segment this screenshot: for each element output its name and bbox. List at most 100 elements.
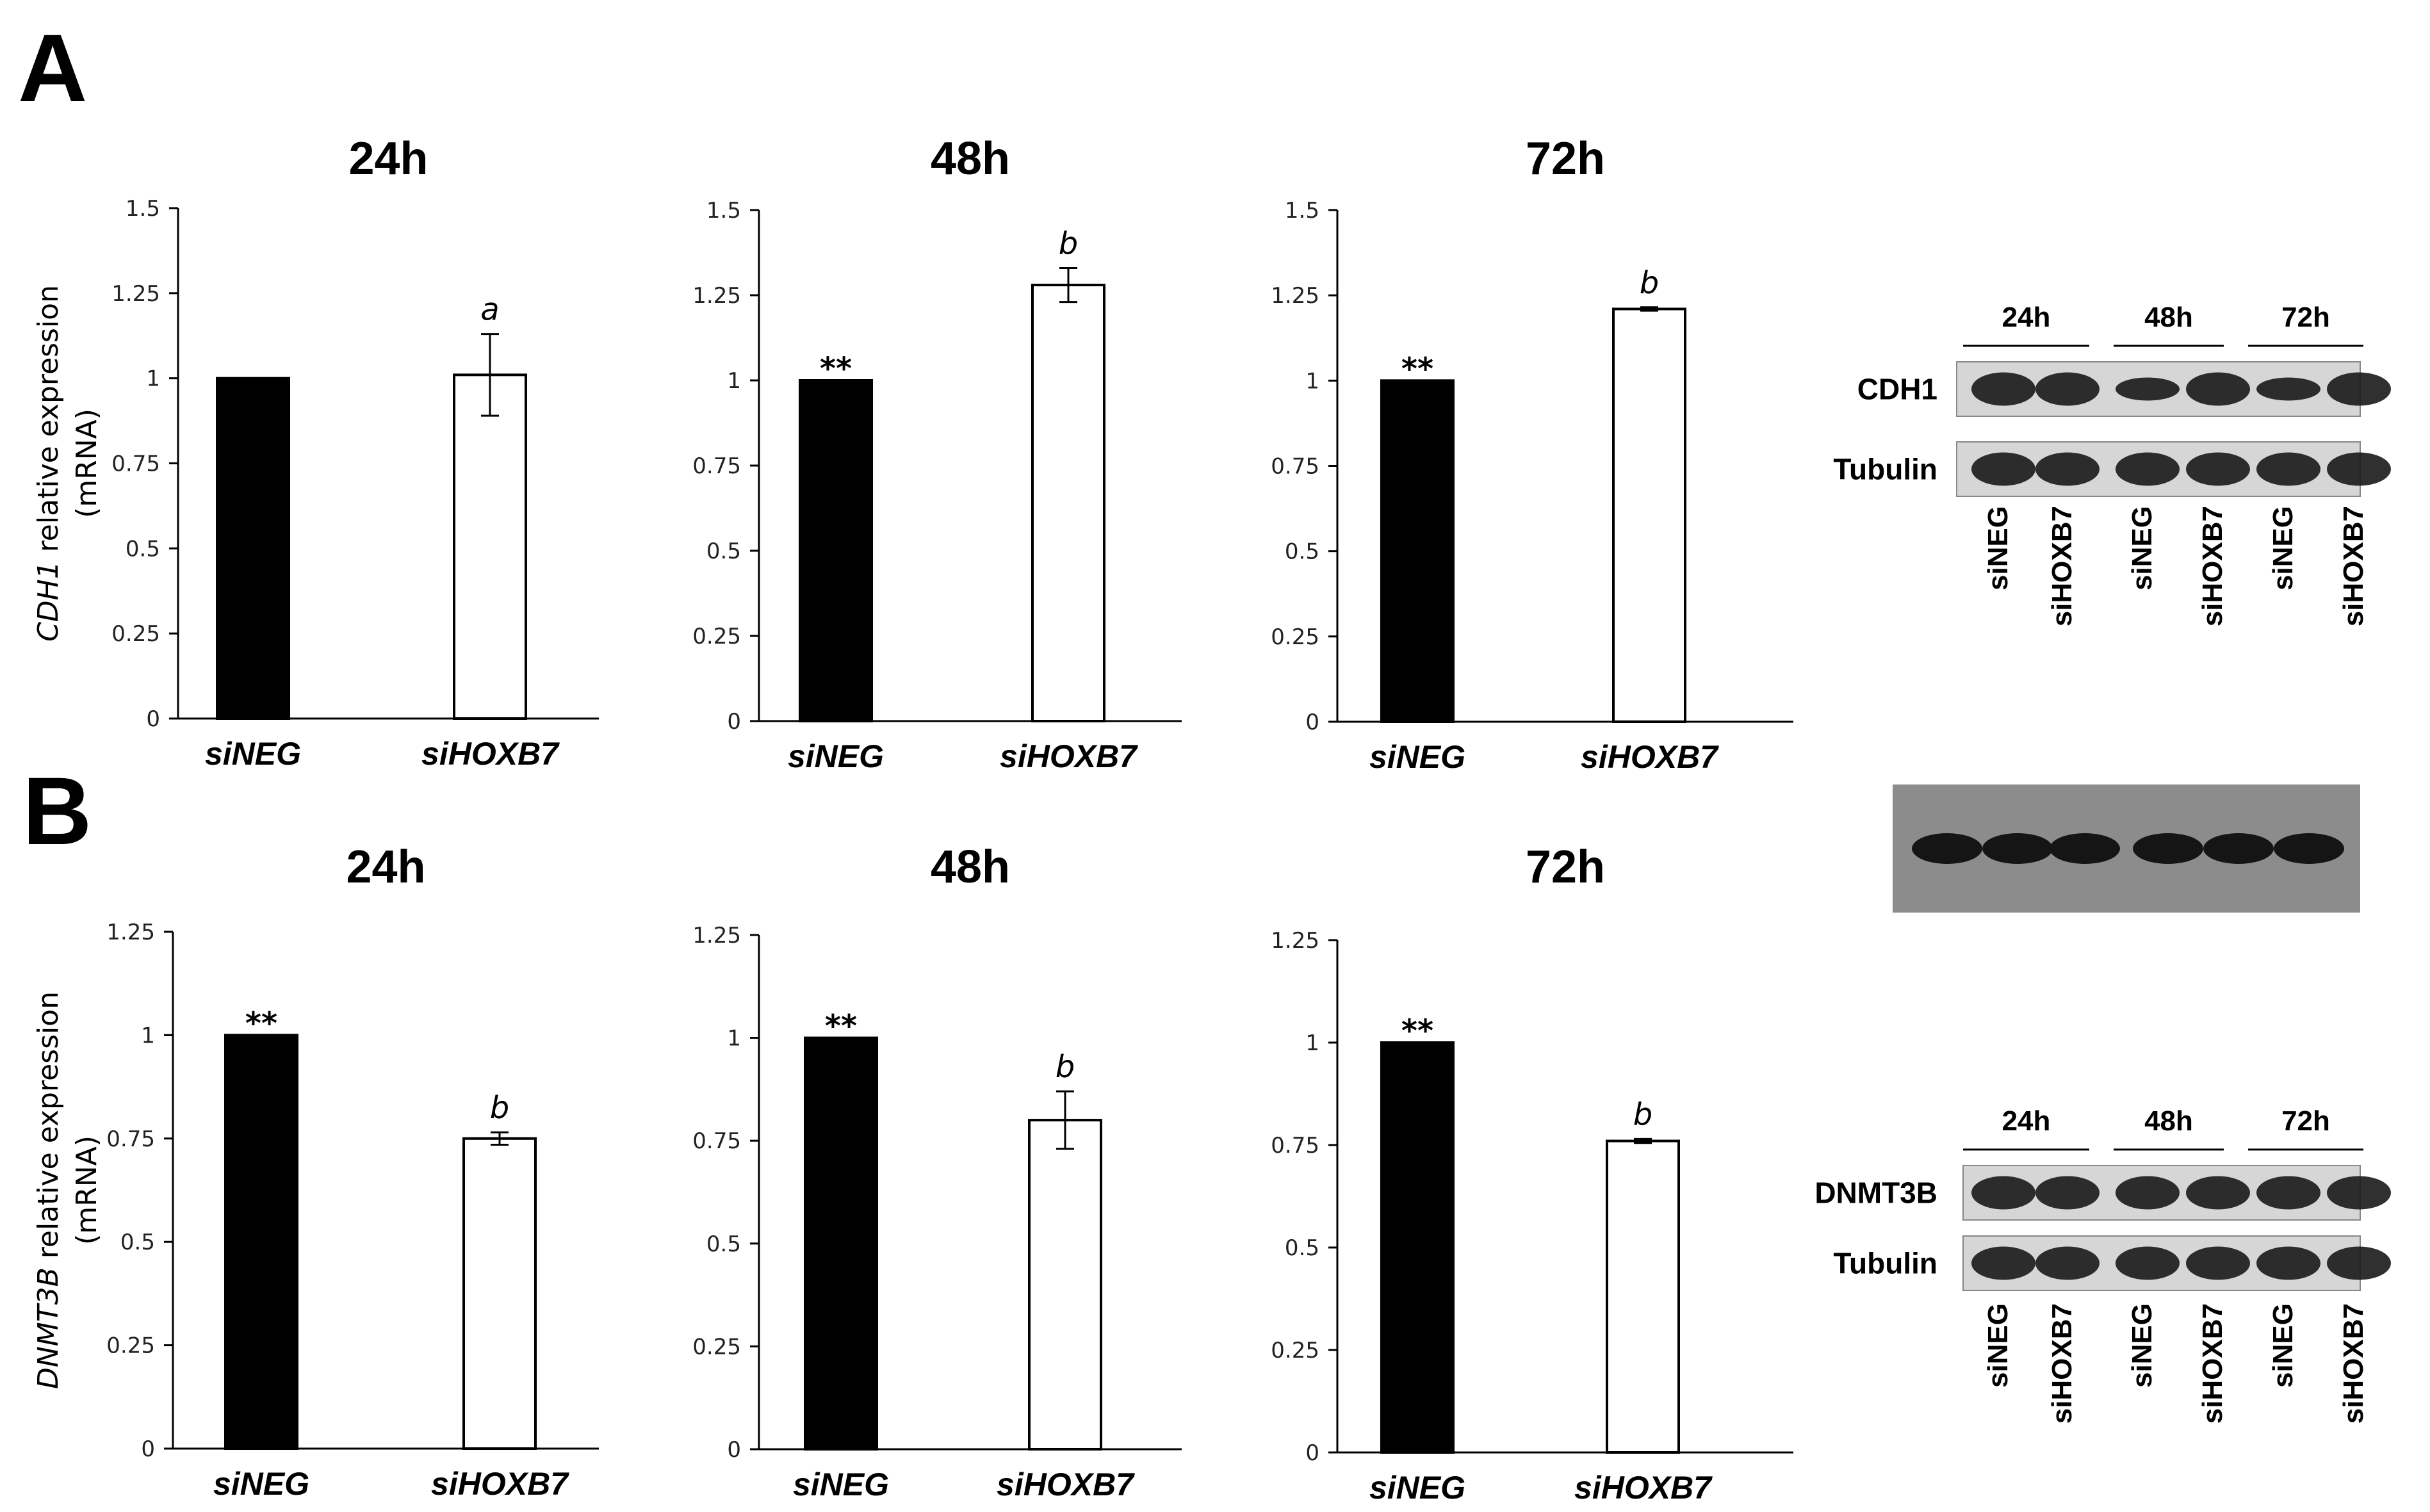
- blot-band: [2035, 1176, 2100, 1210]
- blot-band: [2186, 452, 2250, 486]
- bar-siHOXB7: [1028, 1119, 1102, 1451]
- panel-letter-b: B: [22, 757, 92, 865]
- blot-band: [2186, 372, 2250, 406]
- y-tick-label: 1.5: [706, 198, 741, 224]
- y-tick-label: 1: [141, 1023, 155, 1048]
- y-tick-label: 1.5: [126, 196, 160, 222]
- significance-annotation: **: [1401, 1013, 1433, 1049]
- blot-timepoint-label: 48h: [2144, 1105, 2193, 1137]
- blot-band: [2256, 1176, 2320, 1210]
- y-tick-label: 0: [1305, 710, 1319, 735]
- y-tick-label: 0: [146, 706, 160, 732]
- bar-chart-a-48h: 48h 0 0.25 0.5 0.75 1 1.25 1.5 ** siNEG b siHOXB7: [692, 133, 1182, 774]
- x-category-label: siNEG: [213, 1466, 309, 1502]
- blot-band: [2116, 452, 2180, 486]
- blot-band: [2035, 1246, 2100, 1280]
- blot-band: [2116, 377, 2180, 401]
- y-axis-label: DNMT3B relative expression: [32, 991, 65, 1389]
- blot-band: [2327, 452, 2391, 486]
- bar-chart-b-24h: 24h 0 0.25 0.5 0.75 1 1.25 ** siNEG b siHOXB7 DNMT3…: [32, 841, 599, 1502]
- bar-chart-b-48h: 48h 0 0.25 0.5 0.75 1 1.25 ** siNEG b siHOXB7: [692, 841, 1182, 1502]
- blot-band: [2186, 1176, 2250, 1210]
- bar-chart-b-72h: 72h 0 0.25 0.5 0.75 1 1.25 ** siNEG b siHOXB7: [1271, 841, 1793, 1506]
- significance-annotation: b: [490, 1090, 509, 1126]
- significance-annotation: **: [825, 1009, 857, 1045]
- y-tick-label: 1.25: [1271, 283, 1319, 309]
- y-tick-label: 0.5: [1285, 539, 1319, 565]
- blot-lane-label: siHOXB7: [2338, 506, 2369, 626]
- extra-blot-strip: [1893, 784, 2360, 913]
- y-tick-label: 1.25: [692, 923, 741, 948]
- blot-band: [2327, 372, 2391, 406]
- y-tick-label: 0.5: [120, 1230, 155, 1255]
- blot-band: [2050, 833, 2120, 864]
- blot-lane-label: siNEG: [2267, 506, 2299, 590]
- y-tick-label: 0.5: [126, 536, 160, 562]
- y-tick-label: 1: [1305, 368, 1319, 394]
- western-blot-a: 24h 48h 72h CDH1 Tubulin siNEG siHOXB7 siNEG siH…: [1833, 302, 2391, 626]
- chart-title: 72h: [1526, 133, 1605, 184]
- panel-letter-a: A: [18, 14, 87, 122]
- y-tick-label: 0.5: [706, 1232, 741, 1257]
- x-category-label: siNEG: [788, 738, 884, 774]
- y-tick-label: 0.75: [692, 1128, 741, 1154]
- blot-band: [1971, 372, 2035, 406]
- x-category-label: siHOXB7: [1000, 738, 1138, 774]
- y-axis-label-line2: (mRNA): [70, 1135, 103, 1245]
- blot-band: [2327, 1246, 2391, 1280]
- blot-band: [2035, 372, 2100, 406]
- bar-siHOXB7: [462, 1137, 537, 1451]
- y-tick-label: 1.25: [1271, 928, 1319, 954]
- blot-lane-label: siNEG: [2126, 506, 2158, 590]
- blot-band: [2116, 1176, 2180, 1210]
- charts-group: 24h 0 0.25 0.5 0.75 1 1.25 1.5 siNEG a siHOXB7 CDH1…: [32, 133, 1793, 1506]
- y-tick-label: 0.25: [1271, 624, 1319, 650]
- y-tick-label: 1: [1305, 1030, 1319, 1056]
- significance-annotation: b: [1640, 265, 1659, 301]
- y-tick-label: 1: [146, 366, 160, 392]
- x-category-label: siHOXB7: [1581, 739, 1719, 775]
- chart-title: 48h: [931, 133, 1010, 184]
- y-tick-label: 0.25: [692, 624, 741, 649]
- bar-chart-a-24h: 24h 0 0.25 0.5 0.75 1 1.25 1.5 siNEG a siHOXB7 CDH1…: [32, 133, 599, 772]
- bar-siNEG: [1380, 379, 1455, 723]
- y-tick-label: 1.25: [106, 920, 155, 945]
- y-tick-label: 0.25: [1271, 1338, 1319, 1363]
- x-category-label: siNEG: [793, 1467, 889, 1502]
- chart-title: 72h: [1526, 841, 1605, 893]
- blot-band: [1912, 833, 1982, 864]
- blot-lane-label: siHOXB7: [2197, 506, 2228, 626]
- blot-lane-label: siNEG: [1982, 506, 2014, 590]
- bar-siNEG: [1380, 1041, 1455, 1454]
- blot-band: [2256, 452, 2320, 486]
- blot-lane-label: siHOXB7: [2338, 1303, 2369, 1424]
- x-category-label: siNEG: [205, 736, 301, 772]
- blot-band: [2274, 833, 2344, 864]
- y-tick-label: 1.25: [692, 283, 741, 309]
- blot-band: [2256, 1246, 2320, 1280]
- y-tick-label: 1: [727, 1026, 741, 1052]
- x-category-label: siHOXB7: [997, 1467, 1135, 1502]
- bar-siNEG: [216, 377, 290, 720]
- bar-siHOXB7: [1031, 284, 1105, 723]
- y-tick-label: 0: [1305, 1440, 1319, 1466]
- significance-annotation: **: [245, 1005, 277, 1041]
- bar-siNEG: [799, 379, 873, 722]
- significance-annotation: **: [820, 351, 852, 387]
- blot-band: [2133, 833, 2203, 864]
- blot-band: [1971, 452, 2035, 486]
- bar-siHOXB7: [1606, 1139, 1680, 1454]
- y-tick-label: 0: [727, 1437, 741, 1463]
- blot-timepoint-label: 72h: [2281, 1105, 2330, 1137]
- blot-lane-label: siNEG: [1982, 1303, 2014, 1388]
- y-tick-label: 0.5: [706, 539, 741, 564]
- blot-band: [1982, 833, 2053, 864]
- chart-title: 24h: [346, 841, 425, 893]
- y-tick-label: 0.5: [1285, 1235, 1319, 1261]
- significance-annotation: **: [1401, 351, 1433, 387]
- chart-title: 48h: [931, 841, 1010, 893]
- significance-annotation: b: [1633, 1096, 1652, 1132]
- y-tick-label: 1: [727, 368, 741, 394]
- y-axis-label: CDH1 relative expression: [32, 285, 65, 642]
